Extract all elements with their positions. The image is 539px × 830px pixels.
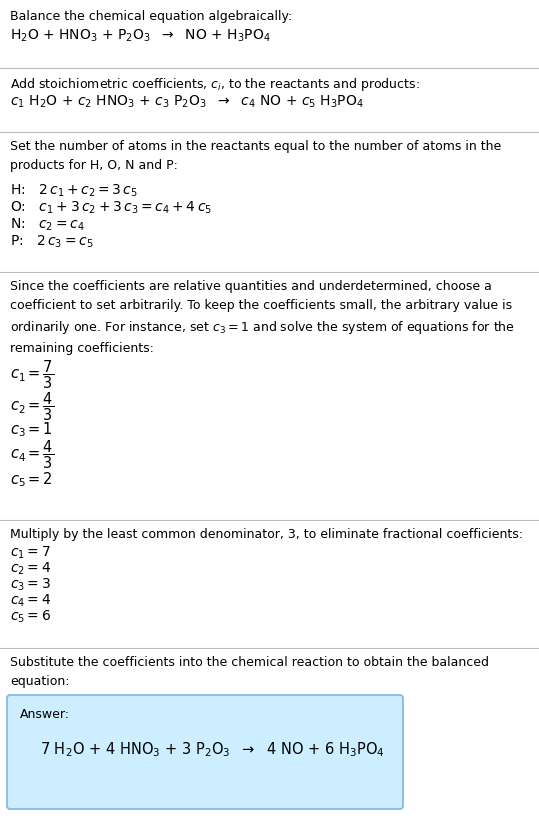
Text: Since the coefficients are relative quantities and underdetermined, choose a
coe: Since the coefficients are relative quan…	[10, 280, 515, 355]
Text: $c_5 = 2$: $c_5 = 2$	[10, 470, 53, 489]
Text: 7 H$_2$O + 4 HNO$_3$ + 3 P$_2$O$_3$  $\rightarrow$  4 NO + 6 H$_3$PO$_4$: 7 H$_2$O + 4 HNO$_3$ + 3 P$_2$O$_3$ $\ri…	[40, 740, 385, 759]
Text: $c_1 = 7$: $c_1 = 7$	[10, 545, 51, 561]
Text: Set the number of atoms in the reactants equal to the number of atoms in the
pro: Set the number of atoms in the reactants…	[10, 140, 501, 172]
Text: $c_1 = \dfrac{7}{3}$: $c_1 = \dfrac{7}{3}$	[10, 358, 54, 391]
Text: Add stoichiometric coefficients, $c_i$, to the reactants and products:: Add stoichiometric coefficients, $c_i$, …	[10, 76, 420, 93]
Text: $c_3 = 3$: $c_3 = 3$	[10, 577, 51, 593]
Text: $c_3 = 1$: $c_3 = 1$	[10, 420, 53, 439]
Text: H$_2$O + HNO$_3$ + P$_2$O$_3$  $\rightarrow$  NO + H$_3$PO$_4$: H$_2$O + HNO$_3$ + P$_2$O$_3$ $\rightarr…	[10, 28, 271, 44]
Text: $c_1$ H$_2$O + $c_2$ HNO$_3$ + $c_3$ P$_2$O$_3$  $\rightarrow$  $c_4$ NO + $c_5$: $c_1$ H$_2$O + $c_2$ HNO$_3$ + $c_3$ P$_…	[10, 94, 364, 110]
Text: N:   $c_2 = c_4$: N: $c_2 = c_4$	[10, 217, 85, 233]
Text: $c_2 = \dfrac{4}{3}$: $c_2 = \dfrac{4}{3}$	[10, 390, 54, 422]
Text: Answer:: Answer:	[20, 708, 70, 721]
Text: H:   $2\,c_1 + c_2 = 3\,c_5$: H: $2\,c_1 + c_2 = 3\,c_5$	[10, 183, 138, 199]
Text: Substitute the coefficients into the chemical reaction to obtain the balanced
eq: Substitute the coefficients into the che…	[10, 656, 489, 688]
Text: P:   $2\,c_3 = c_5$: P: $2\,c_3 = c_5$	[10, 234, 94, 251]
Text: $c_4 = \dfrac{4}{3}$: $c_4 = \dfrac{4}{3}$	[10, 438, 54, 471]
FancyBboxPatch shape	[7, 695, 403, 809]
Text: $c_2 = 4$: $c_2 = 4$	[10, 561, 51, 578]
Text: O:   $c_1 + 3\,c_2 + 3\,c_3 = c_4 + 4\,c_5$: O: $c_1 + 3\,c_2 + 3\,c_3 = c_4 + 4\,c_5…	[10, 200, 212, 217]
Text: Multiply by the least common denominator, 3, to eliminate fractional coefficient: Multiply by the least common denominator…	[10, 528, 523, 541]
Text: $c_5 = 6$: $c_5 = 6$	[10, 609, 51, 625]
Text: Balance the chemical equation algebraically:: Balance the chemical equation algebraica…	[10, 10, 292, 23]
Text: $c_4 = 4$: $c_4 = 4$	[10, 593, 51, 609]
